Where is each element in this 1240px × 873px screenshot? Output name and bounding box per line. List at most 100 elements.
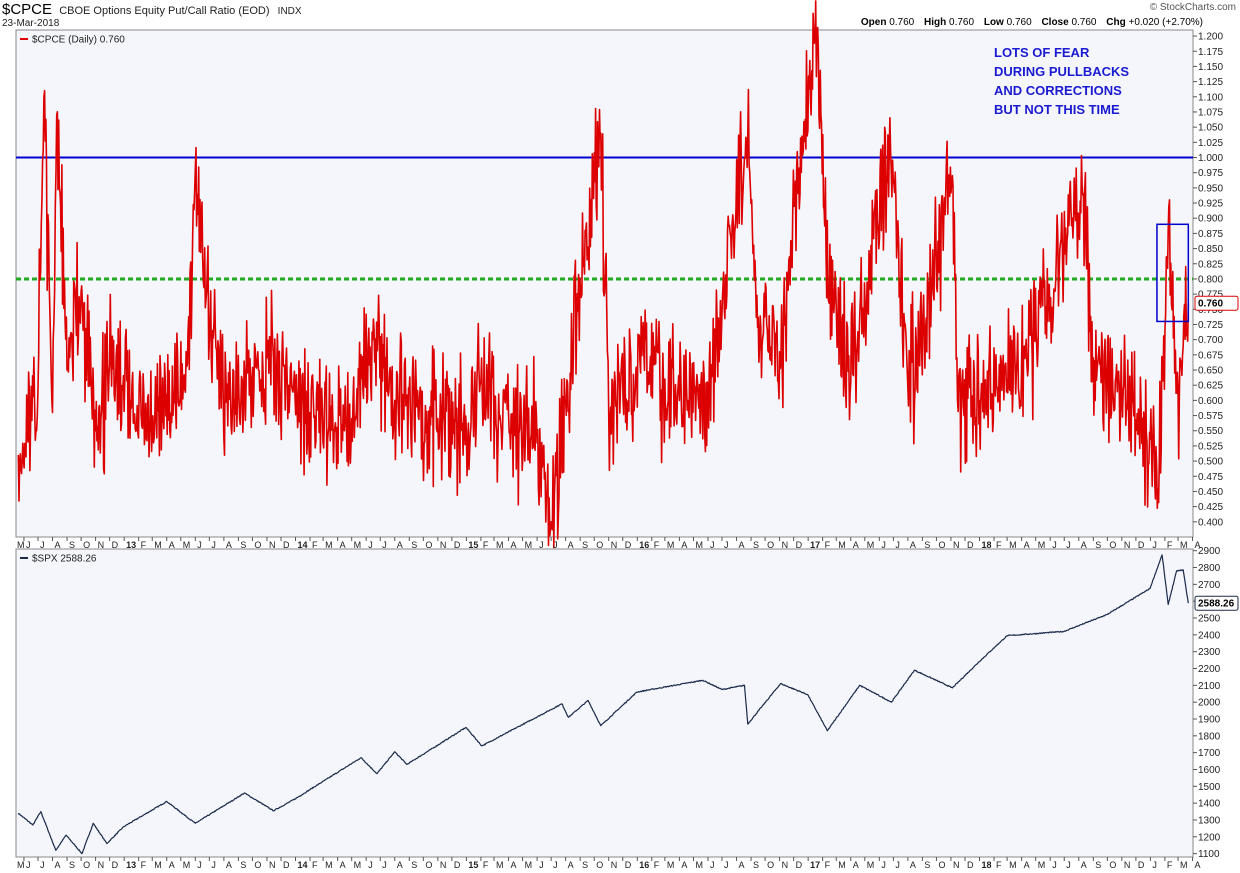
x-tick-label: A (55, 540, 61, 550)
x-tick-label: M (325, 540, 333, 550)
x-tick-label: S (753, 860, 759, 870)
x-tick-label: M (867, 860, 875, 870)
x-tick-label: N (98, 860, 105, 870)
x-tick-label: A (1024, 540, 1030, 550)
last-value-box (1194, 295, 1239, 311)
y-tick-label: 0.950 (1198, 183, 1223, 194)
x-tick-label: A (397, 860, 403, 870)
x-tick-label: J (26, 860, 31, 870)
chart-title: $CPCE CBOE Options Equity Put/Call Ratio… (2, 1, 302, 18)
x-tick-label: A (681, 860, 687, 870)
y-tick-label: 0.800 (1198, 274, 1223, 285)
y-tick-label: 0.775 (1198, 290, 1223, 301)
x-tick-label: N (1124, 540, 1131, 550)
x-tick-label: S (69, 860, 75, 870)
x-tick-label: F (654, 540, 660, 550)
x-tick-label: S (753, 540, 759, 550)
x-tick-label: M (525, 540, 533, 550)
x-tick-label: J (211, 540, 216, 550)
annotation-line: LOTS OF FEAR (994, 45, 1090, 60)
x-tick-label: J (553, 540, 558, 550)
x-tick-label: F (312, 540, 318, 550)
x-tick-label: J (368, 860, 373, 870)
y-tick-label: 1600 (1198, 765, 1221, 776)
x-tick-label: N (269, 540, 276, 550)
x-tick-label: A (1024, 860, 1030, 870)
ohlc-high-value: 0.760 (949, 17, 975, 28)
x-tick-label: N (782, 540, 789, 550)
ohlc-close-value: 0.760 (1071, 17, 1097, 28)
x-tick-label: J (382, 540, 387, 550)
symbol-label: $CPCE (2, 1, 53, 18)
y-tick-label: 0.900 (1198, 214, 1223, 225)
x-tick-label: N (1124, 860, 1131, 870)
y-tick-label: 1800 (1198, 731, 1221, 742)
y-tick-label: 1100 (1198, 849, 1220, 860)
cpce-series-line (17, 0, 1190, 549)
y-tick-label: 2700 (1198, 580, 1221, 591)
x-tick-label: 15 (468, 860, 478, 870)
y-tick-label: 2800 (1198, 563, 1221, 574)
x-tick-label: O (938, 540, 945, 550)
x-tick-label: J (881, 860, 886, 870)
x-tick-label: O (254, 540, 261, 550)
x-tick-label: 13 (126, 540, 136, 550)
x-tick-label: 18 (982, 540, 992, 550)
x-tick-label: J (710, 540, 715, 550)
x-tick-label: J (368, 540, 373, 550)
x-tick-label: N (782, 860, 789, 870)
x-tick-label: J (1052, 540, 1057, 550)
x-tick-label: D (1138, 860, 1145, 870)
x-tick-label: O (1109, 540, 1116, 550)
x-tick-label: O (425, 860, 432, 870)
x-tick-label: F (1167, 860, 1173, 870)
x-tick-label: A (568, 860, 574, 870)
chart-header: $CPCE CBOE Options Equity Put/Call Ratio… (0, 0, 1240, 30)
x-tick-label: N (440, 860, 447, 870)
x-tick-label: S (582, 860, 588, 870)
y-tick-label: 1300 (1198, 815, 1221, 826)
y-tick-label: 1.125 (1198, 77, 1223, 88)
x-tick-label: M (496, 540, 504, 550)
x-tick-label: D (625, 860, 632, 870)
y-tick-label: 0.725 (1198, 320, 1223, 331)
x-tick-label: M (1180, 860, 1188, 870)
x-tick-label: J (1052, 860, 1057, 870)
y-tick-label: 0.450 (1198, 487, 1223, 498)
instrument-name: CBOE Options Equity Put/Call Ratio (EOD) (59, 5, 270, 17)
x-tick-label: J (895, 540, 900, 550)
x-tick-label: S (240, 860, 246, 870)
x-tick-label: N (440, 540, 447, 550)
x-tick-label: N (953, 860, 960, 870)
x-tick-label: O (83, 540, 90, 550)
y-tick-label: 1200 (1198, 832, 1221, 843)
x-tick-label: M (525, 860, 533, 870)
x-tick-label: S (1095, 860, 1101, 870)
x-tick-label: O (425, 540, 432, 550)
x-tick-label: M (154, 860, 162, 870)
x-tick-label: A (853, 540, 859, 550)
y-tick-label: 1900 (1198, 714, 1221, 725)
x-tick-label: J (1152, 540, 1157, 550)
brand-watermark: © StockCharts.com (1149, 2, 1236, 13)
x-tick-label: M (838, 540, 846, 550)
x-tick-label: 16 (639, 540, 649, 550)
ohlc-chg-value: +0.020 (+2.70%) (1128, 17, 1204, 28)
y-tick-label: 0.675 (1198, 350, 1223, 361)
x-tick-label: A (853, 860, 859, 870)
x-tick-label: S (411, 540, 417, 550)
x-tick-label: 17 (810, 540, 820, 550)
x-tick-label: D (1138, 540, 1145, 550)
y-tick-label: 0.975 (1198, 168, 1223, 179)
x-tick-label: M (17, 540, 25, 550)
x-tick-label: J (26, 540, 31, 550)
x-tick-label: D (796, 540, 803, 550)
x-tick-label: A (1195, 860, 1201, 870)
x-tick-label: 16 (639, 860, 649, 870)
spx-series-line (17, 554, 1189, 855)
x-tick-label: D (967, 860, 974, 870)
x-tick-label: O (1109, 860, 1116, 870)
x-tick-label: M (667, 540, 675, 550)
x-tick-label: F (1167, 540, 1173, 550)
y-tick-label: 1.075 (1198, 107, 1223, 118)
